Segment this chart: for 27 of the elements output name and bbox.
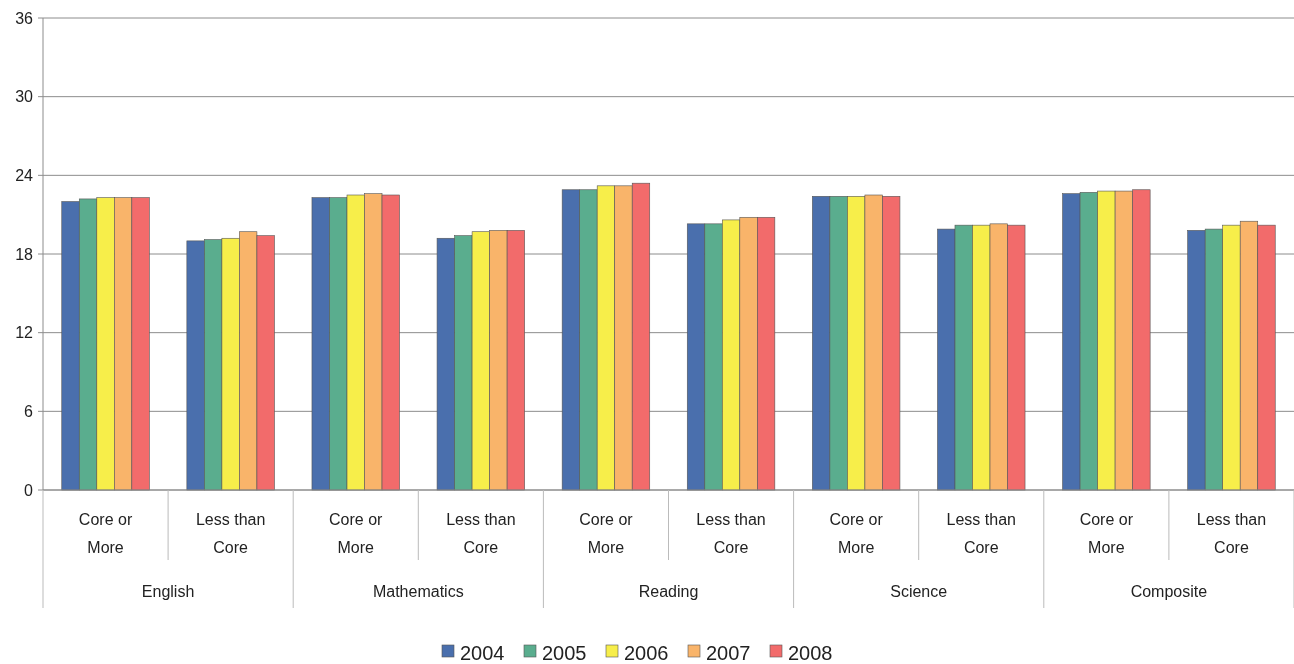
x-tick-label: Core or More (579, 511, 634, 556)
y-tick-label: 12 (15, 324, 34, 342)
text: Composite (1130, 583, 1208, 600)
y-tick-label: 24 (15, 166, 34, 184)
x-tick-label: Less than Core (195, 511, 266, 556)
x-tick-label: Less than Core (446, 511, 516, 556)
legend-label: 2006 (624, 642, 669, 664)
x-tick-label: Less than Core (946, 511, 1016, 556)
x-tick-label: Core or More (78, 511, 133, 556)
x-tick-label: Core or More (329, 511, 384, 556)
legend-label: 2005 (542, 642, 587, 664)
legend-label: 2004 (460, 642, 505, 664)
y-tick-label: 18 (15, 245, 34, 263)
y-tick-label: 0 (24, 481, 34, 499)
text: English (141, 583, 195, 600)
y-tick-label: 30 (15, 88, 34, 106)
text: Science (890, 583, 948, 600)
legend-label: 2008 (788, 642, 833, 664)
legend-label: 2007 (706, 642, 751, 664)
text: Mathematics (372, 583, 464, 600)
x-tick-label: Core or More (829, 511, 884, 556)
y-tick-label: 36 (15, 9, 34, 27)
x-tick-label: Core or More (1079, 511, 1134, 556)
y-tick-label: 6 (24, 402, 34, 420)
x-tick-label: Less than Core (696, 511, 766, 556)
text: Reading (638, 583, 699, 600)
x-tick-label: Less than Core (1196, 511, 1267, 556)
